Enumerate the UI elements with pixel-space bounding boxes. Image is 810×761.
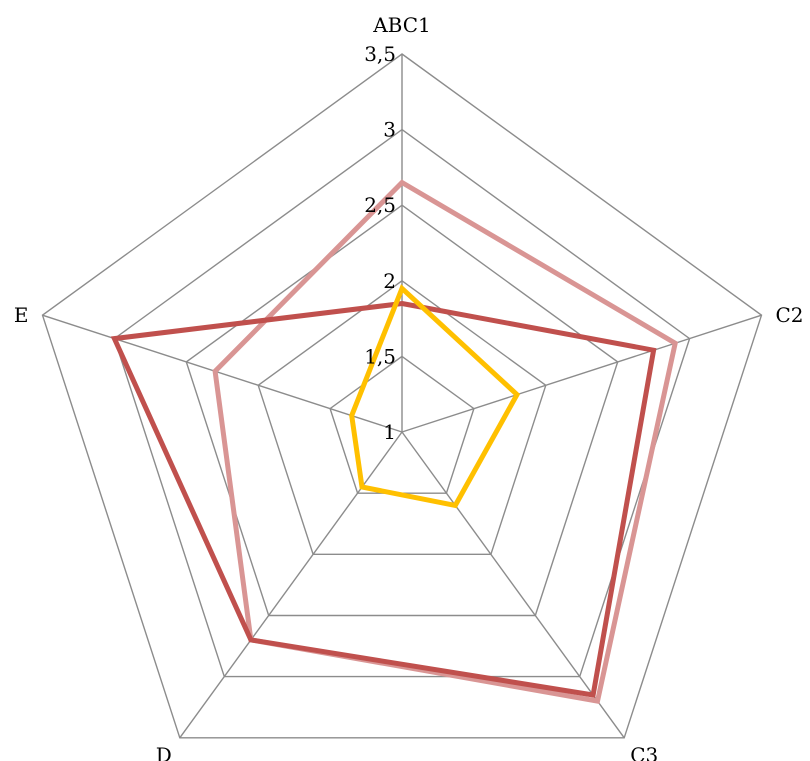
grid-ring-2 [257,279,547,555]
series-2-line [110,300,657,698]
grid-ring-4 [113,128,691,678]
tick-label-0: 1 [383,420,396,444]
tick-label-3: 2,5 [364,193,396,217]
axis-labels: ABC1 C2 C3 D E [14,13,804,761]
axis-label-abc1: ABC1 [372,13,431,37]
grid-ring-5 [41,53,763,739]
series-3-line [349,284,521,509]
tick-label-4: 3 [383,118,396,142]
tick-label-1: 1,5 [364,344,396,368]
axis-label-c3: C3 [630,743,658,761]
spoke-e [42,314,403,433]
spoke-c3 [401,431,625,739]
tick-label-5: 3,5 [364,42,396,66]
axis-label-e: E [14,303,29,327]
spoke-d [179,431,403,739]
tick-labels: 1 1,5 2 2,5 3 3,5 [364,42,396,444]
series-1-line [212,179,679,704]
tick-label-2: 2 [383,269,396,293]
grid-layer [41,53,763,739]
series-layer [110,179,679,704]
axis-label-c2: C2 [776,303,804,327]
spoke-c2 [401,314,762,433]
axis-label-d: D [156,743,172,761]
